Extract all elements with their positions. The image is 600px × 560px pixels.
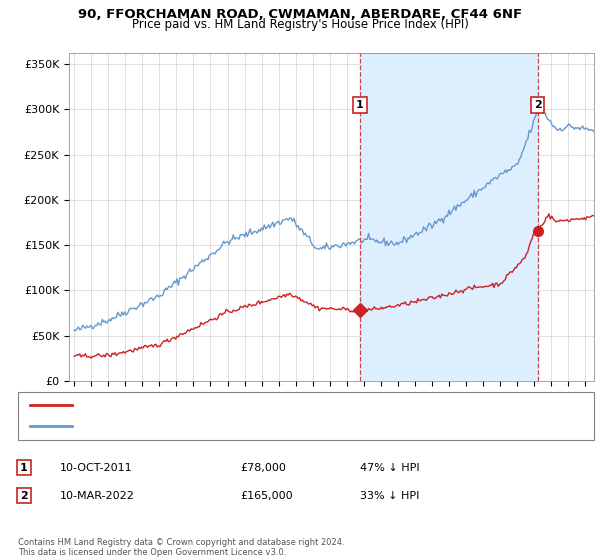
Text: 33% ↓ HPI: 33% ↓ HPI xyxy=(360,491,419,501)
Bar xyxy=(360,53,538,381)
Text: 1: 1 xyxy=(20,463,28,473)
Text: 2: 2 xyxy=(20,491,28,501)
Text: 90, FFORCHAMAN ROAD, CWMAMAN, ABERDARE, CF44 6NF (detached house): 90, FFORCHAMAN ROAD, CWMAMAN, ABERDARE, … xyxy=(78,400,482,410)
Text: 1: 1 xyxy=(356,100,364,110)
Text: Price paid vs. HM Land Registry's House Price Index (HPI): Price paid vs. HM Land Registry's House … xyxy=(131,18,469,31)
Text: 47% ↓ HPI: 47% ↓ HPI xyxy=(360,463,419,473)
Text: 2: 2 xyxy=(534,100,541,110)
Text: HPI: Average price, detached house, Rhondda Cynon Taf: HPI: Average price, detached house, Rhon… xyxy=(78,421,371,431)
Text: 10-MAR-2022: 10-MAR-2022 xyxy=(60,491,135,501)
Text: Contains HM Land Registry data © Crown copyright and database right 2024.
This d: Contains HM Land Registry data © Crown c… xyxy=(18,538,344,557)
Text: £165,000: £165,000 xyxy=(240,491,293,501)
Text: 90, FFORCHAMAN ROAD, CWMAMAN, ABERDARE, CF44 6NF: 90, FFORCHAMAN ROAD, CWMAMAN, ABERDARE, … xyxy=(78,8,522,21)
Text: 10-OCT-2011: 10-OCT-2011 xyxy=(60,463,133,473)
Text: £78,000: £78,000 xyxy=(240,463,286,473)
